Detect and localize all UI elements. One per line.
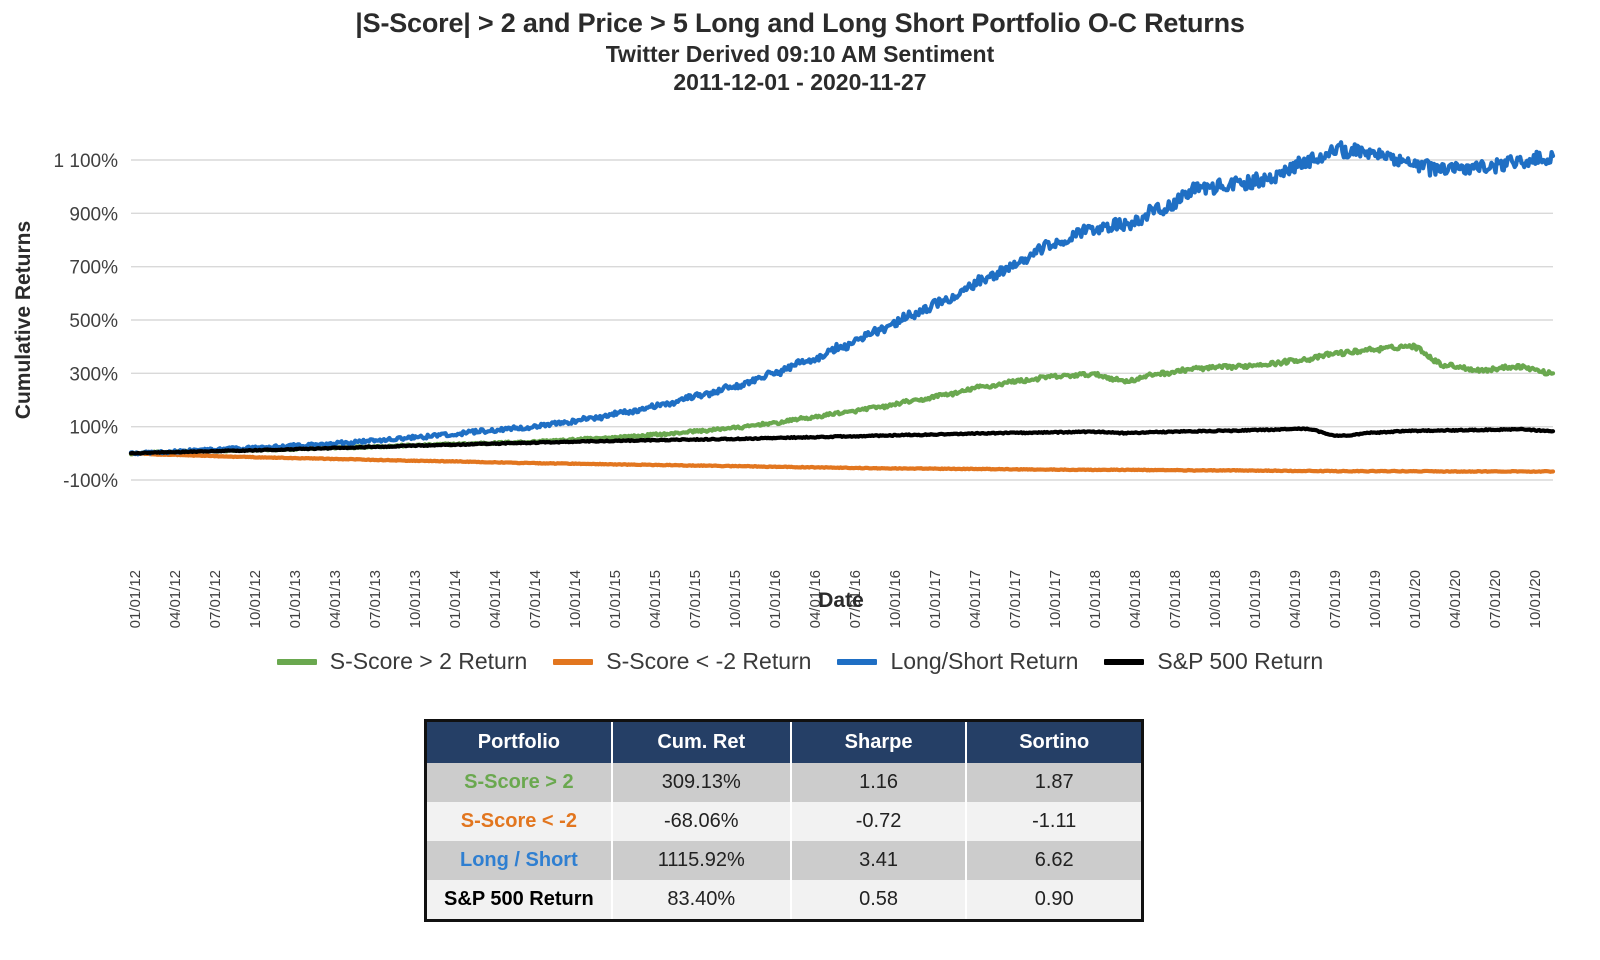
table-row: S-Score < -2 -68.06% -0.72 -1.11	[425, 802, 1143, 841]
table-column-header: Portfolio	[425, 720, 613, 763]
x-tick-label: 01/01/16	[767, 570, 784, 628]
x-tick-label: 10/01/13	[407, 570, 424, 628]
x-tick-label: 10/01/14	[567, 570, 584, 628]
x-axis-title: Date	[818, 589, 864, 612]
x-axis-tick-labels: 01/01/12 04/01/12 07/01/12 10/01/12 01/01/13…	[127, 570, 1544, 628]
table-cell-cum-ret: -68.06%	[611, 802, 792, 841]
table-body: S-Score > 2 309.13% 1.16 1.87 S-Score < -2 -6…	[425, 763, 1143, 921]
table-column-header: Sortino	[966, 720, 1143, 763]
x-tick-label: 04/01/13	[327, 570, 344, 628]
x-tick-label: 04/01/16	[807, 570, 824, 628]
line-chart: -100% 100% 300% 500% 700% 900% 1 100% 01/01/12…	[12, 140, 1556, 628]
x-tick-label: 10/01/17	[1047, 570, 1064, 628]
legend-item[interactable]: S&P 500 Return	[1104, 648, 1323, 675]
x-tick-label: 07/01/16	[847, 570, 864, 628]
y-tick-label: -100%	[63, 471, 118, 492]
legend-color-swatch	[1104, 658, 1145, 665]
y-axis-tick-labels: -100% 100% 300% 500% 700% 900% 1 100%	[54, 151, 119, 492]
x-tick-label: 07/01/15	[687, 570, 704, 628]
x-tick-label: 07/01/14	[527, 570, 544, 628]
chart-legend: S-Score > 2 Return S-Score < -2 Return Lon…	[0, 648, 1600, 675]
table-header-row: Portfolio Cum. Ret Sharpe Sortino	[425, 720, 1143, 763]
table-column-header: Sharpe	[790, 720, 968, 763]
legend-item-label: S-Score < -2 Return	[606, 648, 812, 674]
legend-item[interactable]: Long/Short Return	[837, 648, 1078, 675]
legend-color-swatch	[276, 658, 317, 665]
y-tick-label: 1 100%	[54, 151, 119, 172]
x-tick-label: 10/01/18	[1207, 570, 1224, 628]
x-tick-label: 10/01/12	[247, 570, 264, 628]
table-cell-cum-ret: 1115.92%	[611, 841, 792, 880]
table-column-header: Cum. Ret	[611, 720, 792, 763]
x-tick-label: 04/01/19	[1287, 570, 1304, 628]
table-cell-portfolio: Long / Short	[425, 841, 613, 880]
series-line	[128, 451, 1556, 474]
y-tick-label: 300%	[69, 364, 118, 385]
x-tick-label: 10/01/19	[1367, 570, 1384, 628]
x-tick-label: 04/01/12	[167, 570, 184, 628]
x-tick-label: 04/01/17	[967, 570, 984, 628]
table-cell-sortino: 6.62	[966, 841, 1143, 880]
legend-item[interactable]: S-Score > 2 Return	[276, 648, 528, 675]
table-cell-cum-ret: 309.13%	[611, 763, 792, 802]
legend-item-label: S&P 500 Return	[1157, 648, 1324, 674]
x-tick-label: 01/01/17	[927, 570, 944, 628]
stats-table-container: Portfolio Cum. Ret Sharpe Sortino S-Score >…	[424, 719, 1144, 922]
table-cell-portfolio: S-Score < -2	[425, 802, 613, 841]
chart-svg: -100% 100% 300% 500% 700% 900% 1 100% 01/01/12…	[12, 140, 1556, 628]
page-title: |S-Score| > 2 and Price > 5 Long and Lon…	[355, 8, 1245, 38]
series-line	[128, 140, 1556, 457]
table-cell-sortino: 0.90	[966, 880, 1143, 921]
y-tick-label: 700%	[69, 258, 118, 279]
performance-stats-table: Portfolio Cum. Ret Sharpe Sortino S-Score >…	[424, 719, 1144, 922]
y-tick-label: 100%	[69, 418, 118, 439]
x-tick-label: 01/01/13	[287, 570, 304, 628]
legend-item-label: S-Score > 2 Return	[329, 648, 528, 674]
gridlines-group	[131, 159, 1553, 481]
series-group	[128, 140, 1556, 474]
table-cell-sharpe: 0.58	[790, 880, 968, 921]
x-tick-label: 07/01/19	[1327, 570, 1344, 628]
x-tick-label: 04/01/20	[1447, 570, 1464, 628]
table-cell-portfolio: S-Score > 2	[425, 763, 613, 802]
x-tick-label: 07/01/17	[1007, 570, 1024, 628]
x-tick-label: 07/01/20	[1487, 570, 1504, 628]
x-tick-label: 04/01/14	[487, 570, 504, 628]
x-tick-label: 10/01/16	[887, 570, 904, 628]
table-cell-cum-ret: 83.40%	[611, 880, 792, 921]
legend-item[interactable]: S-Score < -2 Return	[553, 648, 811, 675]
chart-date-range: 2011-12-01 - 2020-11-27	[673, 68, 927, 95]
x-tick-label: 01/01/15	[607, 570, 624, 628]
chart-title-block: |S-Score| > 2 and Price > 5 Long and Lon…	[0, 8, 1600, 96]
table-cell-portfolio: S&P 500 Return	[425, 880, 613, 921]
y-tick-label: 500%	[69, 311, 118, 332]
table-cell-sharpe: 1.16	[790, 763, 968, 802]
table-row: Long / Short 1115.92% 3.41 6.62	[425, 841, 1143, 880]
series-line	[128, 426, 1556, 456]
x-tick-label: 01/01/12	[127, 570, 144, 628]
table-row: S-Score > 2 309.13% 1.16 1.87	[425, 763, 1143, 802]
table-cell-sortino: 1.87	[966, 763, 1143, 802]
table-cell-sortino: -1.11	[966, 802, 1143, 841]
x-tick-label: 10/01/20	[1527, 570, 1544, 628]
y-axis-title: Cumulative Returns	[12, 221, 35, 419]
x-tick-label: 07/01/12	[207, 570, 224, 628]
chart-subtitle: Twitter Derived 09:10 AM Sentiment	[605, 40, 995, 67]
x-tick-label: 10/01/15	[727, 570, 744, 628]
x-tick-label: 04/01/15	[647, 570, 664, 628]
table-cell-sharpe: -0.72	[790, 802, 968, 841]
x-tick-label: 01/01/18	[1087, 570, 1104, 628]
table-cell-sharpe: 3.41	[790, 841, 968, 880]
table-row: S&P 500 Return 83.40% 0.58 0.90	[425, 880, 1143, 921]
legend-item-label: Long/Short Return	[890, 648, 1079, 674]
x-tick-label: 01/01/14	[447, 570, 464, 628]
x-tick-label: 01/01/19	[1247, 570, 1264, 628]
x-tick-label: 04/01/18	[1127, 570, 1144, 628]
x-tick-label: 01/01/20	[1407, 570, 1424, 628]
legend-color-swatch	[837, 658, 878, 665]
x-tick-label: 07/01/18	[1167, 570, 1184, 628]
legend-color-swatch	[553, 658, 594, 665]
x-tick-label: 07/01/13	[367, 570, 384, 628]
y-tick-label: 900%	[69, 204, 118, 225]
